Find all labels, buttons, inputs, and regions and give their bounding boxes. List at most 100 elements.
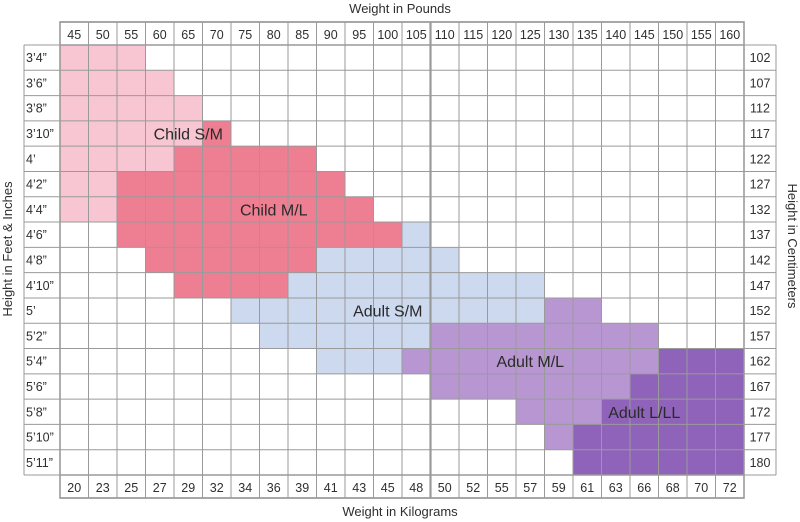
size-cell-adult-s-m (259, 323, 288, 349)
tick-label-kg: 52 (466, 481, 480, 495)
size-cell-child-m-l (117, 196, 146, 223)
size-cell-child-m-l (174, 171, 203, 197)
size-cell-child-m-l (316, 222, 345, 248)
size-cell-adult-m-l (573, 297, 602, 324)
tick-label-height-ft: 3’6” (26, 76, 47, 90)
size-cell-child-m-l (259, 171, 288, 197)
size-cell-child-m-l (231, 171, 260, 197)
size-cell-adult-s-m (316, 272, 345, 298)
size-cell-child-m-l (345, 222, 374, 248)
size-cell-child-m-l (174, 196, 203, 223)
tick-label-kg: 43 (352, 481, 366, 495)
size-cell-adult-l-ll (630, 399, 659, 425)
tick-label-lbs: 140 (605, 28, 626, 42)
size-cell-adult-s-m (402, 222, 431, 248)
tick-label-height-cm: 167 (750, 380, 771, 394)
size-cell-adult-l-ll (715, 373, 744, 400)
size-cell-adult-l-ll (658, 424, 687, 450)
size-cell-adult-m-l (573, 323, 602, 349)
tick-label-lbs: 145 (634, 28, 655, 42)
tick-label-kg: 36 (267, 481, 281, 495)
tick-label-kg: 32 (210, 481, 224, 495)
size-cell-adult-s-m (345, 348, 374, 374)
tick-label-lbs: 60 (153, 28, 167, 42)
tick-label-height-ft: 4’4” (26, 203, 47, 217)
size-cell-adult-s-m (288, 297, 317, 324)
tick-label-kg: 23 (96, 481, 110, 495)
size-cell-child-m-l (174, 146, 203, 172)
size-cell-adult-m-l (544, 323, 573, 349)
size-cell-adult-s-m (345, 272, 374, 298)
size-cell-adult-m-l (487, 373, 516, 400)
tick-label-lbs: 70 (210, 28, 224, 42)
size-cell-adult-m-l (402, 348, 431, 374)
tick-label-height-cm: 157 (750, 329, 771, 343)
size-cell-child-m-l (316, 196, 345, 223)
axis-tick-labels: 45 20 50 23 55 25 60 27 65 29 70 32 75 34 80 36 85 39 90 41… (26, 28, 770, 495)
size-cell-child-m-l (231, 247, 260, 273)
size-cell-child-s-m (174, 120, 203, 147)
size-cell-adult-s-m (402, 272, 431, 298)
size-cell-child-m-l (316, 171, 345, 197)
tick-label-height-ft: 3’8” (26, 102, 47, 116)
tick-label-lbs: 50 (96, 28, 110, 42)
tick-label-kg: 63 (609, 481, 623, 495)
size-cell-adult-l-ll (687, 373, 716, 400)
tick-label-kg: 66 (637, 481, 651, 495)
size-cell-child-m-l (288, 222, 317, 248)
size-cell-child-m-l (259, 146, 288, 172)
size-cell-adult-m-l (459, 373, 488, 400)
tick-label-kg: 34 (238, 481, 252, 495)
tick-label-height-cm: 172 (750, 405, 771, 419)
size-cell-adult-s-m (288, 323, 317, 349)
size-cell-adult-m-l (544, 297, 573, 324)
tick-label-kg: 29 (181, 481, 195, 495)
left-axis-title: Height in Feet & Inches (0, 181, 15, 317)
size-cell-adult-s-m (487, 272, 516, 298)
size-cell-child-s-m (88, 120, 117, 147)
size-cell-adult-m-l (516, 399, 545, 425)
size-cell-child-m-l (202, 120, 231, 147)
size-cell-adult-l-ll (687, 348, 716, 374)
size-cell-adult-s-m (373, 348, 402, 374)
size-cell-adult-s-m (316, 247, 345, 273)
size-cell-child-m-l (145, 247, 174, 273)
size-cell-child-m-l (117, 171, 146, 197)
size-cell-child-m-l (288, 196, 317, 223)
size-cell-child-m-l (117, 222, 146, 248)
size-cell-adult-s-m (430, 297, 459, 324)
size-zone-cells (60, 45, 744, 475)
tick-label-height-ft: 5’8” (26, 405, 47, 419)
tick-label-kg: 48 (409, 481, 423, 495)
zone-label-adult-s-m: Adult S/M (353, 304, 422, 321)
tick-label-kg: 57 (523, 481, 537, 495)
size-cell-adult-s-m (516, 297, 545, 324)
size-cell-child-s-m (88, 45, 117, 71)
size-cell-adult-l-ll (601, 449, 630, 475)
tick-label-height-ft: 4’10” (26, 279, 54, 293)
size-cell-adult-s-m (487, 297, 516, 324)
size-cell-adult-m-l (630, 348, 659, 374)
size-cell-adult-m-l (430, 373, 459, 400)
chart-grid (23, 21, 777, 499)
size-cell-child-s-m (60, 196, 89, 223)
size-cell-adult-s-m (345, 247, 374, 273)
size-cell-child-s-m (88, 146, 117, 172)
tick-label-lbs: 80 (267, 28, 281, 42)
size-cell-child-s-m (88, 70, 117, 96)
size-cell-adult-l-ll (715, 399, 744, 425)
size-cell-adult-l-ll (601, 399, 630, 425)
size-cell-adult-m-l (544, 373, 573, 400)
size-cell-adult-l-ll (601, 424, 630, 450)
size-cell-child-s-m (60, 45, 89, 71)
size-cell-adult-l-ll (658, 373, 687, 400)
tick-label-lbs: 160 (719, 28, 740, 42)
size-cell-adult-l-ll (573, 449, 602, 475)
size-cell-child-m-l (231, 222, 260, 248)
size-cell-adult-m-l (430, 323, 459, 349)
tick-label-height-ft: 3’4” (26, 51, 47, 65)
tick-label-height-ft: 4’2” (26, 178, 47, 192)
size-cell-child-m-l (259, 247, 288, 273)
